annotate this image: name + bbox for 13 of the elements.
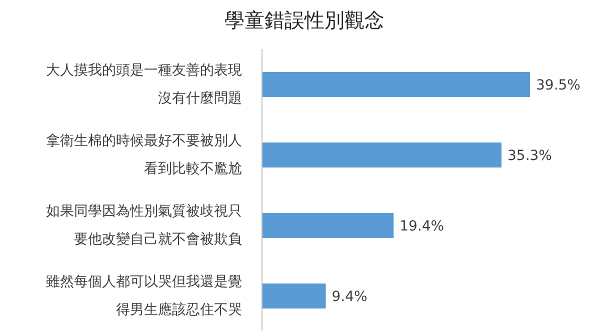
- y-tick-label: 雖然每個人都可以哭但我還是覺得男生應該忍住不哭: [46, 274, 242, 318]
- y-tick-label: 大人摸我的頭是一種友善的表現沒有什麼問題: [46, 61, 242, 106]
- data-label: 19.4%: [400, 218, 444, 234]
- bar: [262, 284, 326, 308]
- bar: [262, 72, 530, 97]
- data-label: 35.3%: [508, 148, 552, 164]
- data-label: 9.4%: [332, 288, 368, 305]
- y-tick-label: 如果同學因為性別氣質被歧視只要他改變自己就不會被欺負: [46, 203, 242, 248]
- chart-title: 學童錯誤性別觀念: [224, 7, 386, 34]
- y-tick-label: 拿衛生棉的時候最好不要被別人看到比較不尷尬: [46, 132, 242, 177]
- data-label: 39.5%: [536, 77, 580, 94]
- bar: [262, 213, 394, 238]
- bar: [262, 142, 502, 168]
